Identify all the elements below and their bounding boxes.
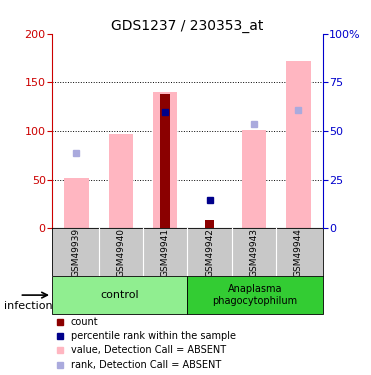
Text: control: control xyxy=(100,290,139,300)
Text: GSM49944: GSM49944 xyxy=(294,228,303,277)
Text: Anaplasma
phagocytophilum: Anaplasma phagocytophilum xyxy=(213,284,298,306)
Bar xyxy=(109,134,133,228)
Bar xyxy=(160,94,170,228)
Text: GSM49941: GSM49941 xyxy=(161,228,170,277)
Bar xyxy=(242,130,266,228)
Title: GDS1237 / 230353_at: GDS1237 / 230353_at xyxy=(111,19,263,33)
Bar xyxy=(64,178,89,228)
Text: GSM49939: GSM49939 xyxy=(72,228,81,277)
Bar xyxy=(52,276,187,314)
Text: GSM49943: GSM49943 xyxy=(249,228,259,277)
Text: value, Detection Call = ABSENT: value, Detection Call = ABSENT xyxy=(71,345,226,355)
Text: GSM49942: GSM49942 xyxy=(205,228,214,277)
Text: percentile rank within the sample: percentile rank within the sample xyxy=(71,331,236,341)
Text: GSM49940: GSM49940 xyxy=(116,228,125,277)
Text: count: count xyxy=(71,317,99,327)
Bar xyxy=(205,220,214,228)
Bar xyxy=(286,61,311,228)
Text: infection: infection xyxy=(4,301,52,310)
Text: rank, Detection Call = ABSENT: rank, Detection Call = ABSENT xyxy=(71,360,221,370)
Bar xyxy=(153,92,177,228)
Bar xyxy=(187,276,323,314)
